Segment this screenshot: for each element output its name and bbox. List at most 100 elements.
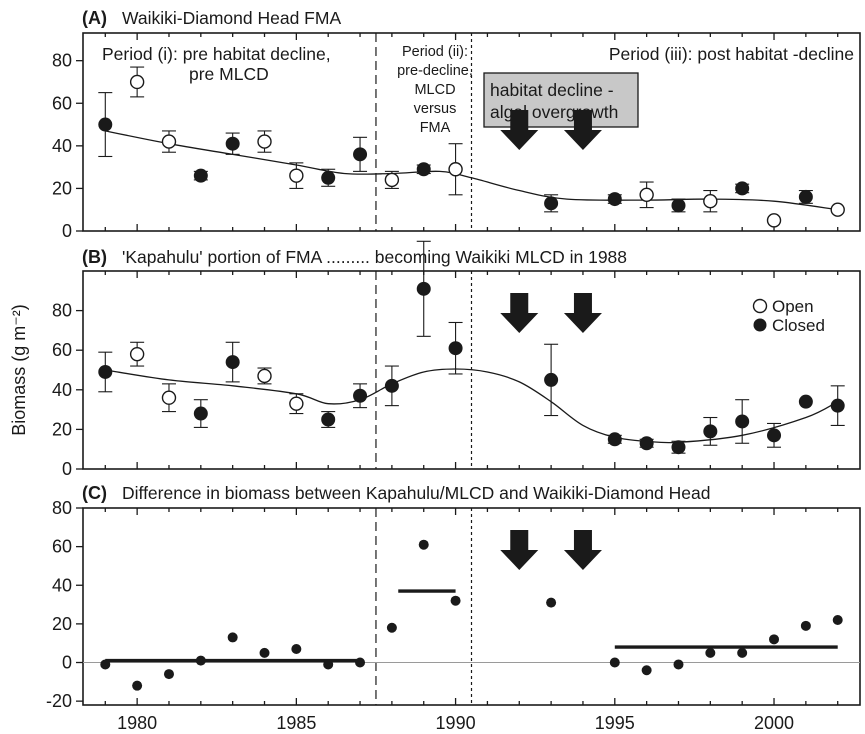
data-point-closed xyxy=(321,170,336,185)
period-3-label: Period (iii): post habitat -decline xyxy=(609,44,854,64)
period-2-label-line-1: Period (ii): xyxy=(402,44,468,60)
data-point-difference xyxy=(800,620,811,631)
period-1-label-line-1: Period (i): pre habitat decline, xyxy=(102,44,331,64)
decline-arrow xyxy=(563,110,602,150)
period-2-label-line-2: pre-decline, xyxy=(397,63,473,79)
data-point-difference xyxy=(673,659,684,670)
x-tick-label: 1985 xyxy=(276,713,316,733)
x-tick-label: 1980 xyxy=(117,713,157,733)
y-tick-label: 60 xyxy=(52,93,72,113)
data-point-difference xyxy=(386,622,397,633)
data-point-difference xyxy=(291,643,302,654)
data-point-difference xyxy=(546,597,557,608)
callout-line-2: algal overgrowth xyxy=(490,102,618,122)
panel-a: (A) Waikiki-Diamond Head FMA Period (i):… xyxy=(52,8,861,241)
data-point-difference xyxy=(259,647,270,658)
y-tick-label: 40 xyxy=(52,136,72,156)
y-tick-label: 80 xyxy=(52,301,72,321)
y-tick-label: 80 xyxy=(52,51,72,71)
panel-a-letter: (A) xyxy=(82,8,107,28)
data-point-closed xyxy=(735,181,750,196)
data-point-difference xyxy=(832,615,843,626)
data-point-open xyxy=(639,187,654,203)
data-point-open xyxy=(830,202,845,217)
data-point-closed xyxy=(544,196,559,211)
data-point-closed xyxy=(353,388,368,403)
callout-box: habitat decline - algal overgrowth xyxy=(483,72,639,128)
data-point-open xyxy=(161,134,177,149)
data-point-open xyxy=(257,368,272,384)
data-point-closed xyxy=(225,136,240,151)
callout-line-1: habitat decline - xyxy=(490,80,614,100)
decline-arrow xyxy=(563,293,602,333)
y-tick-label: 40 xyxy=(52,380,72,400)
legend-open-marker xyxy=(752,298,768,314)
data-point-closed xyxy=(798,394,813,409)
panel-c: (C) Difference in biomass between Kapahu… xyxy=(46,483,861,711)
data-point-closed xyxy=(448,341,463,356)
period-2-label-line-5: FMA xyxy=(420,120,451,136)
y-tick-label: 0 xyxy=(62,459,72,479)
data-point-difference xyxy=(100,659,111,670)
legend-closed-marker xyxy=(753,318,767,332)
panel-c-letter: (C) xyxy=(82,483,107,503)
data-point-closed xyxy=(98,364,113,379)
panel-b-title: 'Kapahulu' portion of FMA ......... beco… xyxy=(122,247,627,267)
data-point-closed xyxy=(671,440,686,455)
data-point-closed xyxy=(193,406,208,421)
data-point-difference xyxy=(450,595,461,606)
legend: Open Closed xyxy=(752,297,825,335)
y-tick-label: 60 xyxy=(52,340,72,360)
data-point-closed xyxy=(193,168,208,183)
data-point-closed xyxy=(767,428,782,443)
data-point-open xyxy=(289,168,304,183)
decline-arrow xyxy=(563,530,602,570)
x-tick-label: 1990 xyxy=(436,713,476,733)
data-point-closed xyxy=(703,424,718,439)
data-point-closed xyxy=(671,198,686,213)
data-point-closed xyxy=(639,436,654,451)
data-point-closed xyxy=(735,414,750,429)
panel-c-title: Difference in biomass between Kapahulu/M… xyxy=(122,483,711,503)
data-point-difference xyxy=(195,655,206,666)
panel-b-letter: (B) xyxy=(82,247,107,267)
data-point-open xyxy=(766,213,782,228)
period-2-label-line-4: versus xyxy=(414,101,457,117)
decline-arrow xyxy=(500,110,539,150)
data-point-difference xyxy=(227,632,238,643)
data-point-difference xyxy=(737,647,748,658)
y-tick-label: 20 xyxy=(52,419,72,439)
data-point-open xyxy=(257,134,272,149)
data-point-open xyxy=(129,346,145,362)
x-tick-label: 1995 xyxy=(595,713,635,733)
data-point-difference xyxy=(609,657,620,668)
x-tick-label: 2000 xyxy=(754,713,794,733)
panel-b: (B) 'Kapahulu' portion of FMA ......... … xyxy=(52,240,861,479)
y-tick-label: 40 xyxy=(52,575,72,595)
data-point-closed xyxy=(544,372,559,387)
data-point-closed xyxy=(321,412,336,427)
data-point-closed xyxy=(353,147,368,162)
data-point-closed xyxy=(607,432,622,447)
data-point-closed xyxy=(98,117,113,132)
data-point-closed xyxy=(607,192,622,207)
data-point-difference xyxy=(355,657,366,668)
data-point-open xyxy=(703,193,718,209)
y-tick-label: 20 xyxy=(52,178,72,198)
data-point-open xyxy=(448,162,463,177)
data-point-difference xyxy=(163,669,174,680)
y-tick-label: 0 xyxy=(62,221,72,241)
data-point-closed xyxy=(225,355,240,370)
data-point-difference xyxy=(323,659,334,670)
data-point-difference xyxy=(132,680,143,691)
period-1-label-line-2: pre MLCD xyxy=(189,64,269,84)
panel-a-title: Waikiki-Diamond Head FMA xyxy=(122,8,341,28)
data-point-closed xyxy=(798,189,813,204)
y-tick-label: 20 xyxy=(52,614,72,634)
y-tick-label: 80 xyxy=(52,498,72,518)
data-point-difference xyxy=(769,634,780,645)
decline-arrow xyxy=(500,530,539,570)
data-point-closed xyxy=(416,162,431,177)
data-point-closed xyxy=(384,378,399,393)
